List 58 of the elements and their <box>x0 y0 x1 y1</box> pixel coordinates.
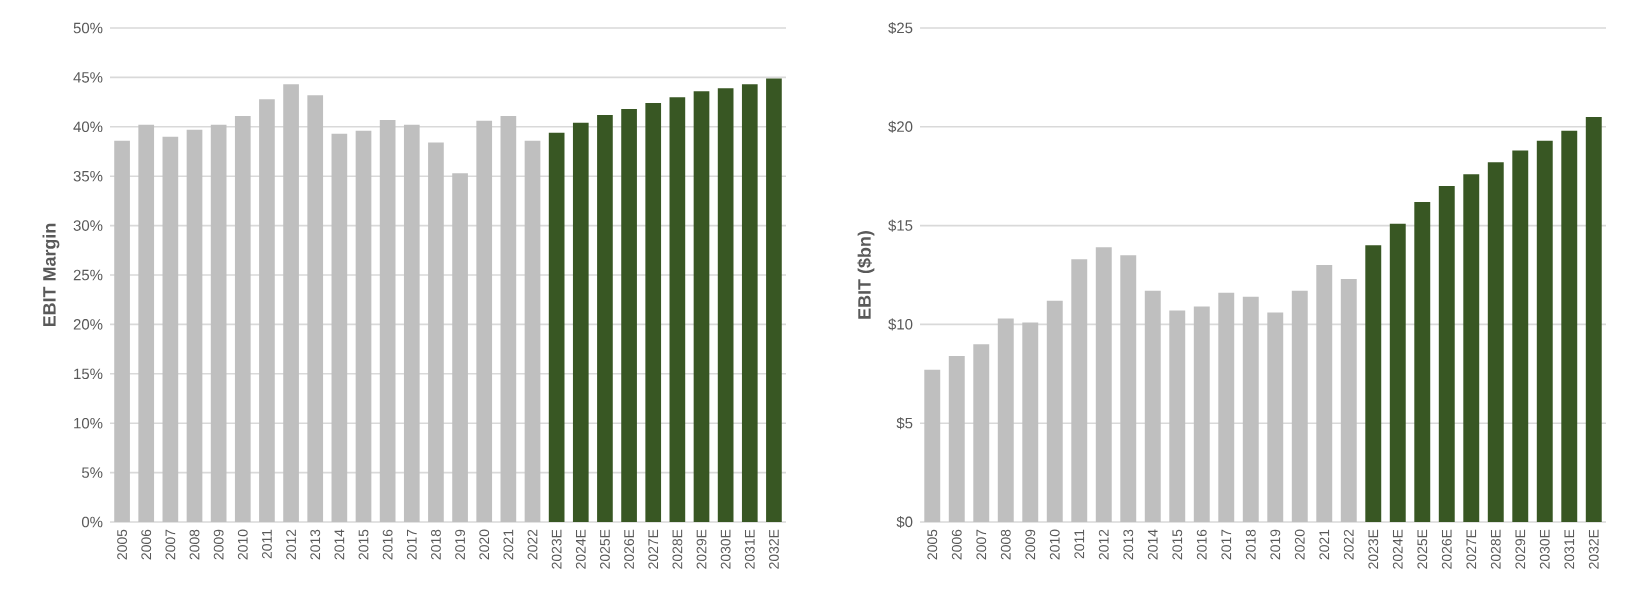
bar <box>1267 312 1284 522</box>
bar <box>500 115 517 522</box>
bar <box>307 95 324 522</box>
bar <box>524 140 541 522</box>
bar <box>379 119 396 522</box>
bar <box>138 124 155 522</box>
bar <box>476 120 493 522</box>
bar <box>162 136 179 522</box>
bar <box>331 133 348 522</box>
bar <box>1561 130 1578 522</box>
bar <box>1120 255 1137 522</box>
bar <box>355 130 372 522</box>
bar <box>1463 174 1480 522</box>
bar <box>741 84 758 522</box>
bar <box>597 114 613 522</box>
bar <box>1046 300 1063 522</box>
bar <box>621 109 637 522</box>
bar <box>1365 245 1382 522</box>
bar <box>186 129 203 522</box>
bar <box>717 88 734 522</box>
bar <box>452 173 468 522</box>
bar <box>1218 292 1235 522</box>
bar <box>1169 310 1186 522</box>
bar <box>114 140 130 522</box>
bar <box>1316 265 1333 522</box>
y-axis-title: EBIT ($bn) <box>857 231 875 319</box>
bar <box>1022 322 1039 522</box>
bar <box>403 124 420 522</box>
y-axis-title: EBIT Margin <box>42 223 60 327</box>
bar <box>428 142 444 522</box>
bar <box>948 356 965 522</box>
bar <box>924 369 941 522</box>
bar <box>283 84 299 522</box>
bar <box>1291 290 1308 522</box>
bar <box>548 132 565 522</box>
bar <box>234 115 251 522</box>
bar <box>210 124 227 522</box>
bar <box>973 344 990 522</box>
bar <box>1144 290 1161 522</box>
bar <box>1389 223 1406 522</box>
bar <box>259 99 275 522</box>
bar <box>1242 296 1259 522</box>
bar <box>1095 247 1112 522</box>
bar <box>1487 162 1504 522</box>
bar <box>997 318 1014 522</box>
bar <box>1414 201 1431 522</box>
bar <box>669 97 686 522</box>
bar <box>1585 116 1602 522</box>
bar <box>1438 186 1455 522</box>
bar <box>645 103 662 522</box>
bar <box>1536 140 1553 522</box>
bar <box>572 122 589 522</box>
bar <box>1340 278 1357 522</box>
bar <box>693 91 710 522</box>
bar <box>1071 259 1088 522</box>
bar <box>766 78 782 522</box>
bar <box>1193 306 1210 522</box>
bar <box>1512 150 1529 522</box>
